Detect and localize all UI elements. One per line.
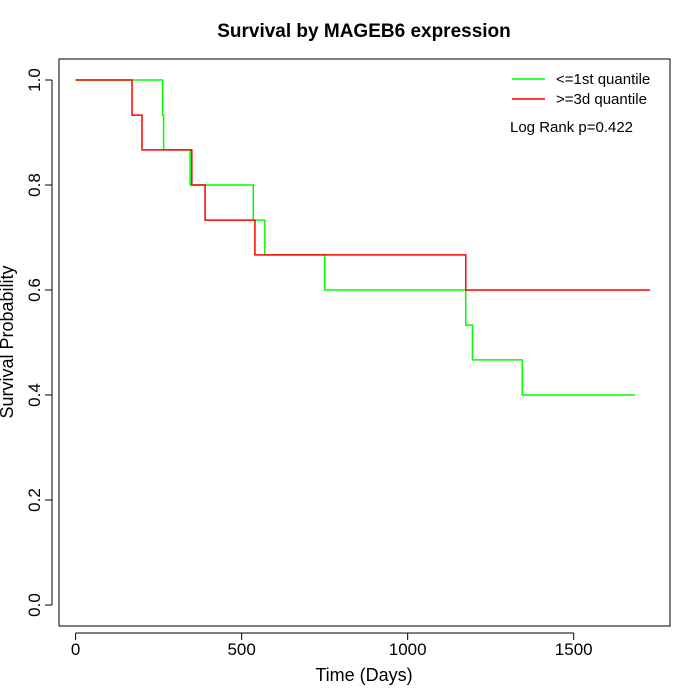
x-tick-label: 1000 [389,640,427,659]
y-tick-label: 1.0 [25,68,44,92]
chart-title: Survival by MAGEB6 expression [217,21,511,42]
x-tick-label: 1500 [555,640,593,659]
plot-frame [58,58,671,627]
legend-label: <=1st quantile [556,71,650,88]
series-line-0 [75,79,636,396]
y-tick-label: 0.6 [25,278,44,302]
x-axis: 0 500 1000 1500 [71,632,593,659]
y-tick-label: 0.0 [25,593,44,617]
log-rank-annotation: Log Rank p=0.422 [510,119,633,136]
y-axis-label: Survival Probability [0,265,17,418]
y-tick-label: 0.4 [25,383,44,407]
y-axis: 0.0 0.2 0.4 0.6 0.8 1.0 [25,68,53,617]
x-tick-label: 0 [71,640,80,659]
x-tick-label: 500 [227,640,255,659]
legend: <=1st quantile >=3d quantile [512,71,650,108]
x-axis-label: Time (Days) [315,665,412,685]
y-tick-label: 0.2 [25,488,44,512]
series-line-1 [75,79,651,291]
series-layer [75,79,651,396]
y-tick-label: 0.8 [25,173,44,197]
legend-label: >=3d quantile [556,91,647,108]
